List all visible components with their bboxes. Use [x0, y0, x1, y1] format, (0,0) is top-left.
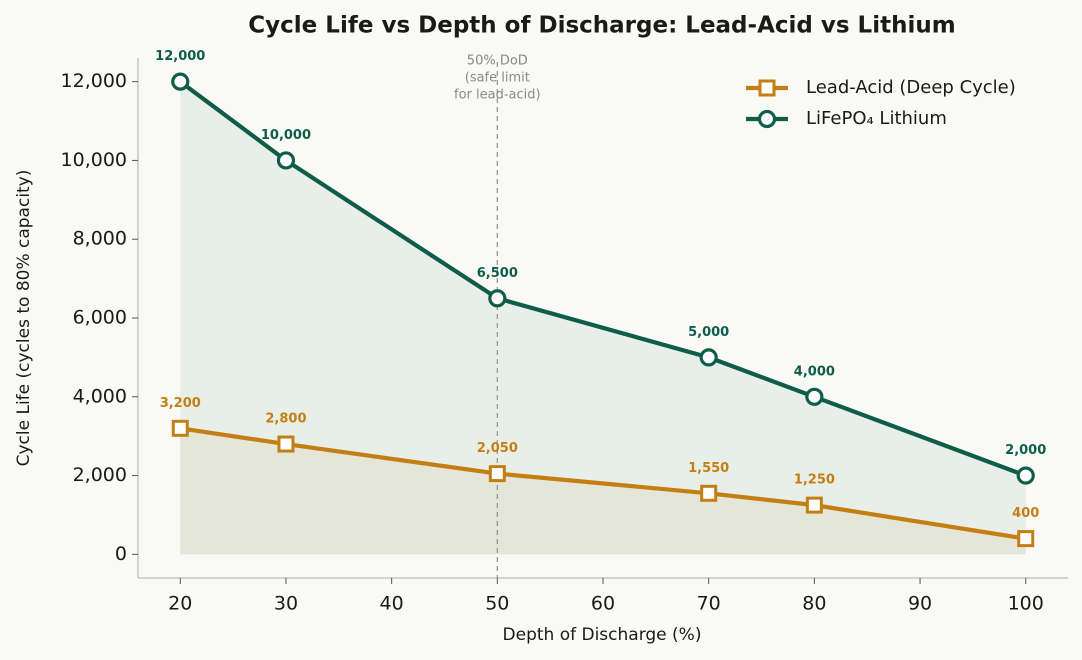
y-tick-label: 0 — [115, 543, 127, 565]
series-line — [179, 79, 1027, 478]
value-label: 2,000 — [1005, 443, 1046, 458]
chart-title: Cycle Life vs Depth of Discharge: Lead-A… — [248, 13, 955, 39]
marker — [171, 419, 189, 437]
series-line — [179, 426, 1027, 541]
marker — [1016, 466, 1035, 485]
annotation-text: 50% DoD — [467, 54, 528, 69]
value-label: 3,200 — [160, 396, 201, 411]
y-tick-label: 6,000 — [73, 307, 127, 329]
annotation-text: (safe limit — [465, 71, 530, 86]
y-tick-label: 2,000 — [73, 464, 127, 486]
legend-marker — [757, 109, 777, 129]
y-axis-label: Cycle Life (cycles to 80% capacity) — [14, 170, 34, 467]
marker — [805, 496, 823, 514]
value-label: 2,800 — [265, 412, 306, 427]
x-tick-label: 20 — [168, 593, 192, 615]
x-tick-label: 50 — [485, 593, 509, 615]
y-tick-label: 10,000 — [61, 149, 127, 171]
area-fill — [180, 81, 1026, 555]
value-label: 10,000 — [261, 128, 311, 143]
value-label: 1,250 — [794, 473, 835, 488]
value-label: 4,000 — [794, 364, 835, 379]
x-tick-label: 30 — [274, 593, 298, 615]
y-tick-label: 4,000 — [73, 385, 127, 407]
x-tick-label: 60 — [591, 593, 615, 615]
value-label: 12,000 — [155, 49, 205, 64]
value-label: 400 — [1012, 506, 1039, 521]
legend-label: Lead-Acid (Deep Cycle) — [806, 77, 1016, 98]
x-tick-label: 90 — [908, 593, 932, 615]
marker — [488, 465, 506, 483]
value-label: 2,050 — [477, 441, 518, 456]
marker — [700, 484, 718, 502]
value-label: 1,550 — [688, 461, 729, 476]
marker — [171, 72, 190, 91]
legend-label: LiFePO₄ Lithium — [806, 108, 947, 129]
marker — [277, 435, 295, 453]
x-tick-label: 70 — [697, 593, 721, 615]
y-tick-label: 8,000 — [73, 228, 127, 250]
y-tick-label: 12,000 — [61, 70, 127, 92]
x-tick-label: 40 — [380, 593, 404, 615]
value-label: 6,500 — [477, 266, 518, 281]
marker — [276, 151, 296, 170]
legend-marker — [758, 79, 776, 97]
marker — [805, 387, 824, 406]
annotation-text: for lead-acid) — [454, 88, 541, 103]
x-tick-label: 100 — [1008, 593, 1044, 615]
x-axis-label: Depth of Discharge (%) — [503, 625, 702, 645]
x-tick-label: 80 — [802, 593, 826, 615]
marker — [1017, 530, 1035, 548]
marker — [699, 348, 718, 367]
value-label: 5,000 — [688, 325, 729, 340]
marker — [488, 289, 507, 308]
